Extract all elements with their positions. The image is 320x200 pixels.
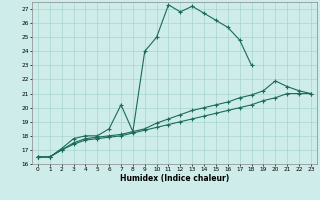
X-axis label: Humidex (Indice chaleur): Humidex (Indice chaleur): [120, 174, 229, 183]
